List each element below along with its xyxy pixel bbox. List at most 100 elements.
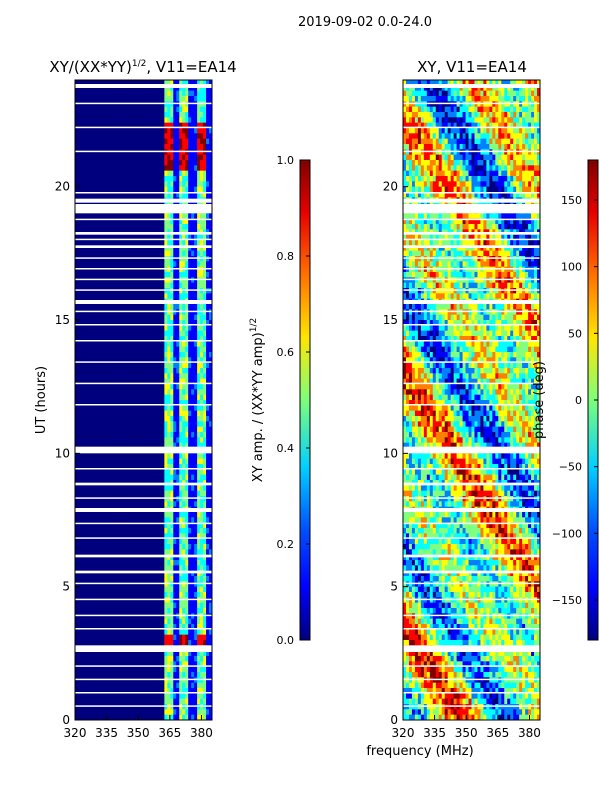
amp-heatmap-cell — [143, 378, 147, 385]
amp-heatmap-cell — [104, 277, 109, 284]
amp-heatmap-cell — [75, 154, 79, 161]
amp-heatmap-cell — [149, 405, 153, 412]
amp-heatmap-cell — [77, 618, 82, 625]
amp-heatmap-cell — [119, 634, 124, 641]
amp-heatmap-cell — [104, 405, 109, 412]
amp-heatmap-cell — [137, 528, 142, 534]
amp-heatmap-cell — [134, 426, 139, 433]
amp-heatmap-cell — [77, 192, 82, 198]
amp-heatmap-cell — [191, 277, 195, 284]
amp-heatmap-cell — [134, 293, 139, 300]
amp-heatmap-cell — [203, 512, 207, 518]
amp-heatmap-cell — [158, 640, 162, 646]
amp-heatmap-cell — [206, 362, 210, 369]
amp-heatmap-cell — [176, 586, 180, 593]
amp-heatmap-cell — [83, 389, 88, 396]
amp-heatmap-cell — [98, 533, 103, 540]
amp-heatmap-cell — [137, 192, 142, 198]
amp-heatmap-cell — [92, 629, 97, 636]
amp-heatmap-cell — [77, 597, 82, 604]
amp-heatmap-cell — [95, 586, 100, 593]
amp-heatmap-cell — [173, 96, 177, 102]
amp-heatmap-cell — [170, 389, 174, 396]
amp-heatmap-cell — [131, 400, 136, 406]
amp-heatmap-cell — [140, 80, 144, 86]
amp-heatmap-cell — [77, 165, 82, 172]
amp-heatmap-cell — [107, 218, 112, 225]
amp-heatmap-cell — [75, 464, 79, 470]
amp-heatmap-cell — [140, 453, 144, 460]
amp-heatmap-cell — [149, 192, 153, 198]
amp-heatmap-cell — [131, 133, 136, 140]
amp-heatmap-cell — [161, 592, 165, 598]
amp-heatmap-cell — [170, 314, 174, 321]
amp-heatmap-cell — [146, 218, 150, 225]
amp-heatmap-cell — [209, 186, 212, 193]
amp-heatmap-cell — [113, 144, 118, 150]
amp-heatmap-cell — [149, 176, 153, 182]
amp-heatmap-cell — [167, 565, 171, 572]
amp-heatmap-cell — [77, 554, 82, 561]
amp-heatmap-cell — [77, 437, 82, 444]
amp-heatmap-cell — [98, 389, 103, 396]
amp-heatmap-cell — [128, 160, 133, 166]
amp-heatmap-cell — [86, 138, 91, 145]
amp-heatmap-cell — [122, 266, 127, 273]
amp-heatmap-cell — [158, 218, 162, 225]
amp-heatmap-cell — [188, 266, 192, 273]
amp-heatmap-cell — [149, 186, 153, 193]
amp-heatmap-cell — [197, 400, 201, 406]
amp-heatmap-cell — [161, 90, 165, 97]
amp-heatmap-cell — [122, 192, 127, 198]
amp-heatmap-cell — [176, 245, 180, 252]
amp-heatmap-cell — [173, 650, 177, 657]
amp-heatmap-cell — [116, 474, 121, 481]
amp-heatmap-cell — [200, 218, 204, 225]
amp-heatmap-cell — [173, 394, 177, 401]
amp-heatmap-cell — [107, 122, 112, 129]
amp-heatmap-cell — [203, 170, 207, 177]
amp-heatmap-cell — [191, 384, 195, 390]
amp-heatmap-cell — [86, 288, 91, 294]
amp-heatmap-cell — [200, 634, 204, 641]
amp-heatmap-cell — [197, 160, 201, 166]
amp-heatmap-cell — [188, 314, 192, 321]
amp-heatmap-cell — [152, 346, 156, 353]
amp-heatmap-cell — [80, 485, 85, 492]
amp-heatmap-cell — [119, 282, 124, 289]
amp-heatmap-cell — [98, 490, 103, 497]
amp-heatmap-cell — [89, 293, 94, 300]
amp-heatmap-cell — [158, 549, 162, 556]
amp-heatmap-cell — [203, 234, 207, 241]
amp-heatmap-cell — [131, 186, 136, 193]
amp-heatmap-cell — [152, 218, 156, 225]
amp-heatmap-cell — [167, 96, 171, 102]
amp-heatmap-cell — [149, 586, 153, 593]
amp-heatmap-cell — [161, 378, 165, 385]
amp-heatmap-cell — [80, 186, 85, 193]
amp-heatmap-cell — [149, 469, 153, 476]
amp-heatmap-cell — [104, 304, 109, 310]
amp-heatmap-cell — [200, 442, 204, 449]
amp-heatmap-cell — [122, 314, 127, 321]
amp-heatmap-cell — [146, 192, 150, 198]
amp-heatmap-cell — [77, 608, 82, 614]
amp-heatmap-cell — [110, 490, 115, 497]
amp-heatmap-cell — [176, 218, 180, 225]
amp-heatmap-cell — [158, 496, 162, 502]
amp-heatmap-cell — [134, 597, 139, 604]
amp-heatmap-cell — [167, 426, 171, 433]
amp-heatmap-cell — [149, 362, 153, 369]
amp-heatmap-cell — [203, 437, 207, 444]
amp-heatmap-cell — [152, 192, 156, 198]
amp-heatmap-cell — [203, 453, 207, 460]
amp-heatmap-cell — [167, 122, 171, 129]
amp-heatmap-cell — [149, 496, 153, 502]
amp-heatmap-cell — [146, 346, 150, 353]
amp-heatmap-cell — [134, 218, 139, 225]
amp-heatmap-cell — [164, 416, 168, 422]
amp-heatmap-cell — [164, 218, 168, 225]
amp-heatmap-cell — [77, 218, 82, 225]
amp-heatmap-cell — [134, 85, 139, 92]
amp-heatmap-cell — [191, 160, 195, 166]
